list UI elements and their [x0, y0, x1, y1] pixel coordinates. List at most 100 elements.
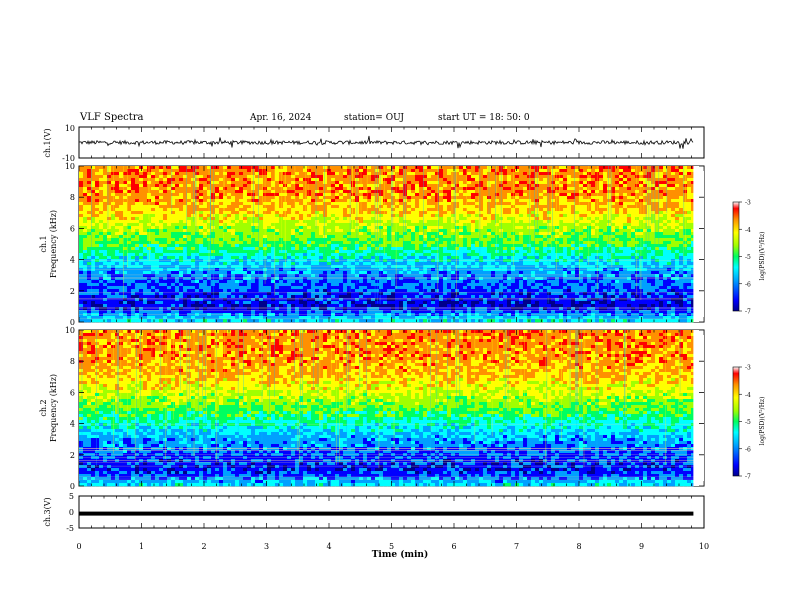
spectrogram-cell: [279, 226, 284, 230]
spectrogram-cell: [111, 250, 116, 254]
spectrogram-cell: [83, 235, 88, 239]
spectrogram-cell: [183, 247, 188, 251]
spectrogram-cell: [303, 184, 308, 188]
spectrogram-cell: [679, 187, 684, 191]
spectrogram-cell: [91, 253, 96, 257]
spectrogram-cell: [139, 175, 144, 179]
spectrogram-cell: [383, 193, 388, 197]
spectrogram-cell: [671, 247, 676, 251]
spectrogram-cell: [435, 232, 440, 236]
spectrogram-cell: [443, 193, 448, 197]
spectrogram-cell: [683, 208, 688, 212]
spectrogram-cell: [623, 214, 628, 218]
spectrogram-cell: [167, 172, 172, 176]
spectrogram-cell: [579, 247, 584, 251]
spectrogram-cell: [179, 244, 184, 248]
spectrogram-cell: [111, 211, 116, 215]
spectrogram-cell: [503, 220, 508, 224]
spectrogram-cell: [303, 196, 308, 200]
spectrogram-cell: [667, 217, 672, 221]
spectrogram-cell: [227, 256, 232, 260]
spectrogram-cell: [379, 166, 384, 170]
spectrogram-cell: [175, 199, 180, 203]
spectrogram-cell: [411, 214, 416, 218]
spectrogram-cell: [611, 175, 616, 179]
spectrogram-cell: [371, 193, 376, 197]
spectrogram-cell: [175, 202, 180, 206]
spectrogram-cell: [379, 232, 384, 236]
spectrogram-cell: [467, 172, 472, 176]
spectrogram-cell: [271, 199, 276, 203]
spectrogram-cell: [307, 196, 312, 200]
spectrogram-cell: [179, 184, 184, 188]
spectrogram-cell: [451, 256, 456, 260]
spectrogram-cell: [615, 190, 620, 194]
spectrogram-cell: [119, 172, 124, 176]
spectrogram-cell: [167, 190, 172, 194]
spectrogram-cell: [531, 172, 536, 176]
spectrogram-cell: [315, 244, 320, 248]
spectrogram-cell: [439, 220, 444, 224]
spectrogram-cell: [563, 253, 568, 257]
spectrogram-cell: [247, 262, 252, 266]
spectrogram-cell: [219, 238, 224, 242]
spectrogram-cell: [603, 190, 608, 194]
spectrogram-cell: [99, 244, 104, 248]
spectrogram-cell: [655, 241, 660, 245]
spectrogram-cell: [483, 253, 488, 257]
spectrogram-cell: [83, 178, 88, 182]
spectrogram-cell: [567, 202, 572, 206]
spectrogram-cell: [155, 232, 160, 236]
spectrogram-cell: [527, 193, 532, 197]
spectrogram-cell: [667, 220, 672, 224]
spectrogram-cell: [299, 250, 304, 254]
spectrogram-cell: [507, 178, 512, 182]
spectrogram-cell: [463, 196, 468, 200]
spectrogram-cell: [547, 172, 552, 176]
spectrogram-cell: [107, 172, 112, 176]
spectrogram-cell: [419, 166, 424, 170]
spectrogram-cell: [131, 241, 136, 245]
spectrogram-cell: [267, 193, 272, 197]
spectrogram-cell: [603, 232, 608, 236]
spectrogram-cell: [399, 223, 404, 227]
spectrogram-cell: [379, 202, 384, 206]
spectrogram-cell: [347, 166, 352, 170]
spectrogram-cell: [275, 241, 280, 245]
spectrogram-cell: [383, 241, 388, 245]
spectrogram-cell: [471, 238, 476, 242]
spectrogram-cell: [163, 199, 168, 203]
spectrogram-cell: [427, 172, 432, 176]
spectrogram-cell: [675, 235, 680, 239]
spectrogram-cell: [411, 202, 416, 206]
spectrogram-cell: [159, 172, 164, 176]
spectrogram-cell: [431, 211, 436, 215]
spectrogram-cell: [447, 238, 452, 242]
spectrogram-cell: [223, 202, 228, 206]
spectrogram-cell: [235, 244, 240, 248]
spectrogram-cell: [179, 190, 184, 194]
spectrogram-cell: [187, 244, 192, 248]
spectrogram-cell: [243, 253, 248, 257]
spectrogram-cell: [303, 214, 308, 218]
spectrogram-cell: [127, 223, 132, 227]
spectrogram-cell: [195, 208, 200, 212]
spectrogram-cell: [539, 241, 544, 245]
spectrogram-cell: [215, 214, 220, 218]
spectrogram-cell: [383, 256, 388, 260]
spectrogram-cell: [159, 181, 164, 185]
spectrogram-cell: [511, 223, 516, 227]
spectrogram-cell: [683, 199, 688, 203]
spectrogram-cell: [259, 172, 264, 176]
spectrogram-cell: [175, 244, 180, 248]
spectrogram-cell: [427, 229, 432, 233]
spectrogram-cell: [635, 229, 640, 233]
spectrogram-cell: [663, 238, 668, 242]
spectrogram-cell: [115, 175, 120, 179]
spectrogram-cell: [147, 256, 152, 260]
spectrogram-cell: [255, 169, 260, 173]
spectrogram-cell: [511, 196, 516, 200]
spectrogram-cell: [687, 178, 692, 182]
spectrogram-cell: [191, 190, 196, 194]
spectrogram-cell: [243, 184, 248, 188]
